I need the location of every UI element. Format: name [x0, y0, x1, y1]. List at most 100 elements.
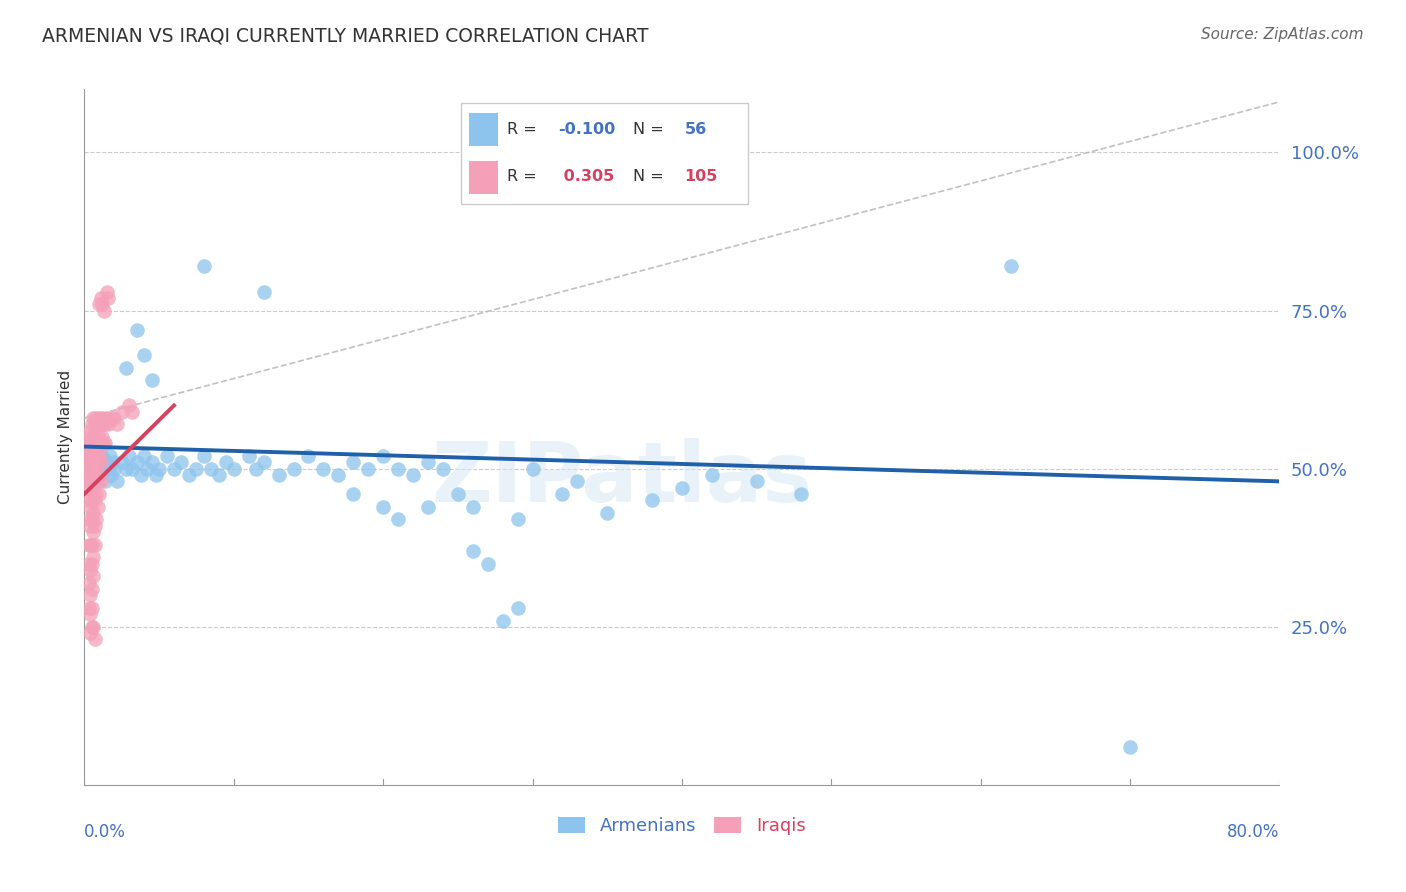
Legend: Armenians, Iraqis: Armenians, Iraqis [551, 809, 813, 842]
Point [80, 455, 103, 469]
Point [402, 468, 425, 483]
Point [86, 468, 108, 483]
Point [94, 417, 117, 432]
Point [596, 506, 619, 520]
Point [80, 493, 103, 508]
Point [82, 506, 104, 520]
Point [89, 449, 111, 463]
Point [80, 461, 103, 475]
Point [79, 461, 101, 475]
Point [215, 455, 238, 469]
Point [118, 449, 141, 463]
Point [90, 468, 112, 483]
Point [76, 468, 98, 483]
Point [77, 449, 100, 463]
Point [87, 417, 110, 432]
Point [77, 538, 100, 552]
Point [97, 291, 120, 305]
Point [238, 449, 260, 463]
Point [342, 487, 364, 501]
Point [245, 461, 267, 475]
Point [83, 417, 105, 432]
Point [492, 614, 515, 628]
Point [89, 411, 111, 425]
Point [186, 461, 208, 475]
Point [100, 468, 122, 483]
Text: 0.0%: 0.0% [84, 823, 127, 841]
Point [105, 417, 128, 432]
Point [77, 455, 100, 469]
Point [82, 411, 104, 425]
Point [416, 455, 439, 469]
Point [83, 475, 105, 489]
Point [641, 493, 664, 508]
Point [83, 632, 105, 647]
Point [90, 291, 112, 305]
Point [79, 500, 101, 514]
Point [90, 475, 112, 489]
Point [80, 557, 103, 571]
Point [447, 487, 470, 501]
Point [80, 620, 103, 634]
Point [115, 461, 138, 475]
Point [82, 468, 104, 483]
Point [222, 461, 245, 475]
Point [80, 538, 103, 552]
Point [82, 430, 104, 444]
Point [80, 512, 103, 526]
Point [506, 600, 529, 615]
Point [200, 461, 222, 475]
Point [283, 461, 305, 475]
Point [90, 417, 112, 432]
Point [148, 461, 170, 475]
Point [132, 449, 156, 463]
Point [357, 461, 380, 475]
Point [132, 348, 156, 362]
Point [163, 461, 186, 475]
Point [373, 500, 395, 514]
Point [87, 475, 110, 489]
Point [82, 569, 104, 583]
Point [77, 493, 100, 508]
Text: ARMENIAN VS IRAQI CURRENTLY MARRIED CORRELATION CHART: ARMENIAN VS IRAQI CURRENTLY MARRIED CORR… [42, 27, 648, 45]
Point [96, 411, 118, 425]
Point [93, 461, 115, 475]
Point [461, 544, 484, 558]
Point [86, 430, 108, 444]
Point [89, 487, 111, 501]
Point [101, 455, 124, 469]
Point [103, 461, 125, 475]
Point [416, 500, 439, 514]
Point [94, 436, 117, 450]
Point [118, 399, 141, 413]
Point [77, 436, 100, 450]
Point [82, 620, 104, 634]
Point [125, 322, 148, 336]
Text: Source: ZipAtlas.com: Source: ZipAtlas.com [1201, 27, 1364, 42]
Point [82, 487, 104, 501]
Point [96, 455, 118, 469]
Point [105, 475, 128, 489]
Point [551, 487, 574, 501]
Point [115, 360, 138, 375]
Point [79, 518, 101, 533]
Point [1000, 260, 1022, 274]
Point [461, 500, 484, 514]
Point [79, 538, 101, 552]
Point [89, 297, 111, 311]
Point [141, 373, 163, 387]
Point [342, 455, 364, 469]
Point [253, 455, 276, 469]
Point [80, 417, 103, 432]
Text: 80.0%: 80.0% [1227, 823, 1279, 841]
Point [79, 481, 101, 495]
Point [121, 405, 143, 419]
Point [387, 512, 409, 526]
Point [91, 297, 114, 311]
Point [82, 550, 104, 565]
Point [129, 468, 152, 483]
Point [86, 487, 108, 501]
Point [91, 449, 114, 463]
Point [83, 518, 105, 533]
Text: ZIPatlas: ZIPatlas [432, 438, 813, 519]
